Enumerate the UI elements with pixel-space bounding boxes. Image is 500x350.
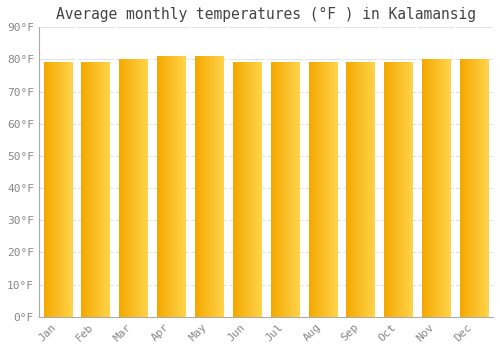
Title: Average monthly temperatures (°F ) in Kalamansig: Average monthly temperatures (°F ) in Ka… [56, 7, 476, 22]
